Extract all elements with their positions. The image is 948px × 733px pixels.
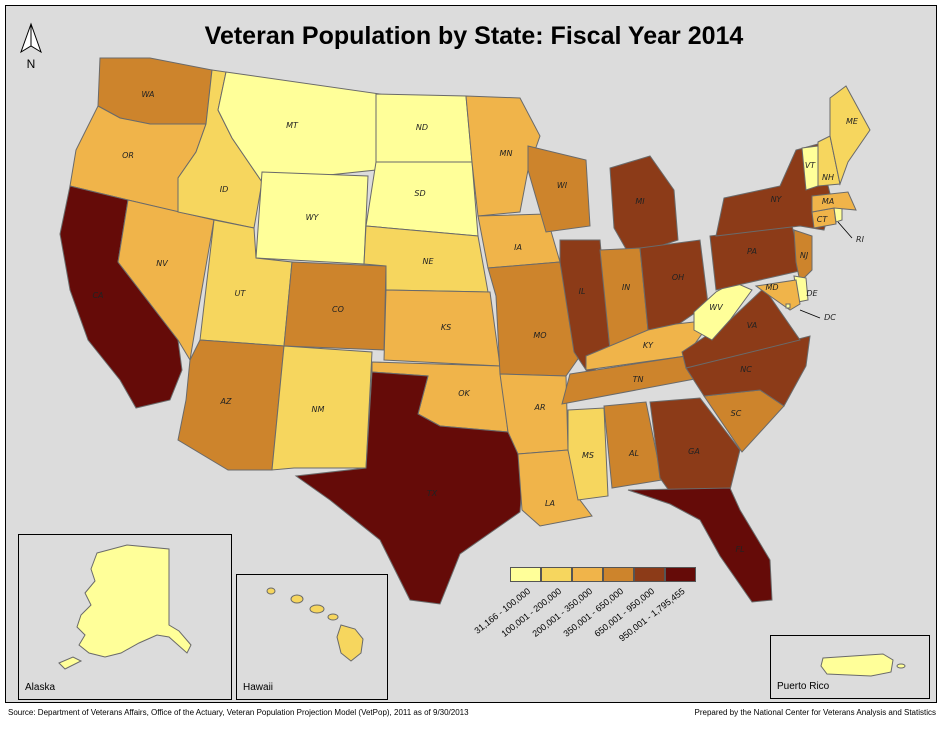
puerto-rico-label: Puerto Rico xyxy=(777,681,830,692)
state-label-VA: VA xyxy=(747,321,757,330)
state-label-NE: NE xyxy=(422,257,434,266)
state-HI xyxy=(266,587,364,662)
state-OH xyxy=(639,239,709,331)
state-ME xyxy=(829,85,871,186)
hawaii-label: Hawaii xyxy=(243,682,274,693)
state-WA xyxy=(97,57,213,125)
state-label-ID: ID xyxy=(220,185,229,194)
state-label-TX: TX xyxy=(427,489,438,498)
state-label-WV: WV xyxy=(709,303,723,312)
state-label-AZ: AZ xyxy=(220,397,232,406)
state-label-AR: AR xyxy=(533,403,545,412)
state-DC xyxy=(785,303,791,309)
state-label-OH: OH xyxy=(672,273,684,282)
legend-swatch xyxy=(634,567,665,582)
state-label-NJ: NJ xyxy=(800,251,809,260)
alaska-inset: Alaska xyxy=(18,534,232,700)
state-NM xyxy=(271,345,373,471)
north-arrow-icon: N xyxy=(16,22,46,75)
state-label-MA: MA xyxy=(822,197,834,206)
state-SD xyxy=(365,161,479,237)
state-label-MS: MS xyxy=(582,451,594,460)
state-label-WI: WI xyxy=(557,181,568,190)
state-label-MD: MD xyxy=(765,283,778,292)
state-label-UT: UT xyxy=(235,289,247,298)
state-label-DC: DC xyxy=(824,313,836,322)
state-MD xyxy=(754,279,801,311)
state-label-ND: ND xyxy=(416,123,428,132)
state-MN xyxy=(465,95,541,217)
state-label-TN: TN xyxy=(633,375,644,384)
legend-swatch xyxy=(665,567,696,582)
legend-swatch xyxy=(510,567,541,582)
state-label-KY: KY xyxy=(643,341,654,350)
state-label-ME: ME xyxy=(846,117,859,126)
state-label-VT: VT xyxy=(805,161,816,170)
state-PA xyxy=(709,225,805,291)
state-label-NH: NH xyxy=(822,173,834,182)
state-label-NC: NC xyxy=(740,365,752,374)
state-label-NY: NY xyxy=(771,195,783,204)
state-NJ xyxy=(793,229,813,284)
state-label-CA: CA xyxy=(92,291,103,300)
state-PR xyxy=(820,653,894,677)
state-label-MT: MT xyxy=(286,121,299,130)
state-label-SC: SC xyxy=(731,409,742,418)
legend-swatch xyxy=(603,567,634,582)
hawaii-inset: Hawaii xyxy=(236,574,388,700)
state-label-OR: OR xyxy=(122,151,134,160)
map-title: Veteran Population by State: Fiscal Year… xyxy=(204,22,744,50)
state-MI xyxy=(609,155,679,257)
state-label-RI: RI xyxy=(856,235,865,244)
state-MS xyxy=(567,407,609,501)
source-note: Source: Department of Veterans Affairs, … xyxy=(8,708,469,717)
state-label-MN: MN xyxy=(500,149,513,158)
state-label-IA: IA xyxy=(514,243,522,252)
state-label-FL: FL xyxy=(735,545,744,554)
state-label-CO: CO xyxy=(332,305,344,314)
state-FL xyxy=(627,487,773,603)
alaska-label: Alaska xyxy=(25,682,56,693)
state-label-IN: IN xyxy=(622,283,630,292)
state-label-NV: NV xyxy=(156,259,168,268)
state-WV xyxy=(693,281,753,341)
state-label-MI: MI xyxy=(635,197,645,206)
legend xyxy=(510,567,696,582)
north-label: N xyxy=(27,57,36,70)
state-AK xyxy=(76,544,192,658)
legend-swatch xyxy=(541,567,572,582)
state-label-GA: GA xyxy=(688,447,700,456)
prepared-by-note: Prepared by the National Center for Vete… xyxy=(694,708,936,717)
state-label-KS: KS xyxy=(441,323,451,332)
state-label-IL: IL xyxy=(579,287,586,296)
state-label-LA: LA xyxy=(545,499,555,508)
state-label-NM: NM xyxy=(312,405,325,414)
state-label-WY: WY xyxy=(306,213,320,222)
state-label-AL: AL xyxy=(628,449,639,458)
state-label-SD: SD xyxy=(414,189,425,198)
state-TX xyxy=(294,371,525,605)
state-label-OK: OK xyxy=(458,389,470,398)
state-MA xyxy=(811,191,857,213)
puerto-rico-inset: Puerto Rico xyxy=(770,635,930,699)
state-label-DE: DE xyxy=(806,289,818,298)
state-WI xyxy=(527,145,591,233)
state-AK-islands xyxy=(58,656,83,670)
state-NC xyxy=(685,335,811,407)
legend-swatch xyxy=(572,567,603,582)
state-label-MO: MO xyxy=(533,331,546,340)
state-label-WA: WA xyxy=(142,90,155,99)
state-label-CT: CT xyxy=(817,215,829,224)
state-label-PA: PA xyxy=(747,247,757,256)
